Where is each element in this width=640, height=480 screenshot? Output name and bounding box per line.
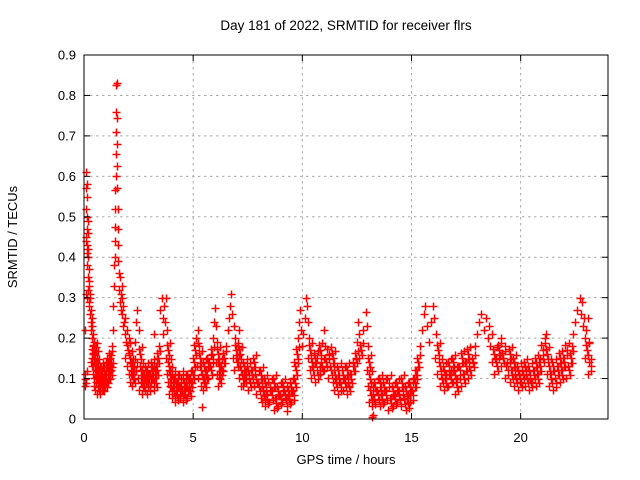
x-tick-label: 10 [295,430,309,445]
y-tick-label: 0.4 [58,250,76,265]
y-tick-label: 0.7 [58,128,76,143]
y-tick-label: 0.6 [58,169,76,184]
y-tick-label: 0 [69,412,76,427]
x-axis-label: GPS time / hours [297,452,396,467]
y-tick-label: 0.2 [58,331,76,346]
y-tick-label: 0.8 [58,88,76,103]
scatter-markers [81,79,596,422]
chart-title: Day 181 of 2022, SRMTID for receiver flr… [220,18,472,33]
y-tick-label: 0.9 [58,48,76,63]
x-tick-label: 5 [190,430,197,445]
y-tick-label: 0.3 [58,290,76,305]
plot-frame [83,54,609,420]
x-tick-label: 15 [404,430,418,445]
y-tick-label: 0.5 [58,209,76,224]
y-axis-label: SRMTID / TECUs [5,185,20,288]
x-tick-label: 20 [513,430,527,445]
y-tick-label: 0.1 [58,371,76,386]
x-tick-label: 0 [80,430,87,445]
data-points [81,79,596,422]
tick-labels: 0 5 10 15 20 0 0.1 0.2 0.3 0.4 0.5 0.6 0.7 0.8 0.9 [58,48,528,446]
